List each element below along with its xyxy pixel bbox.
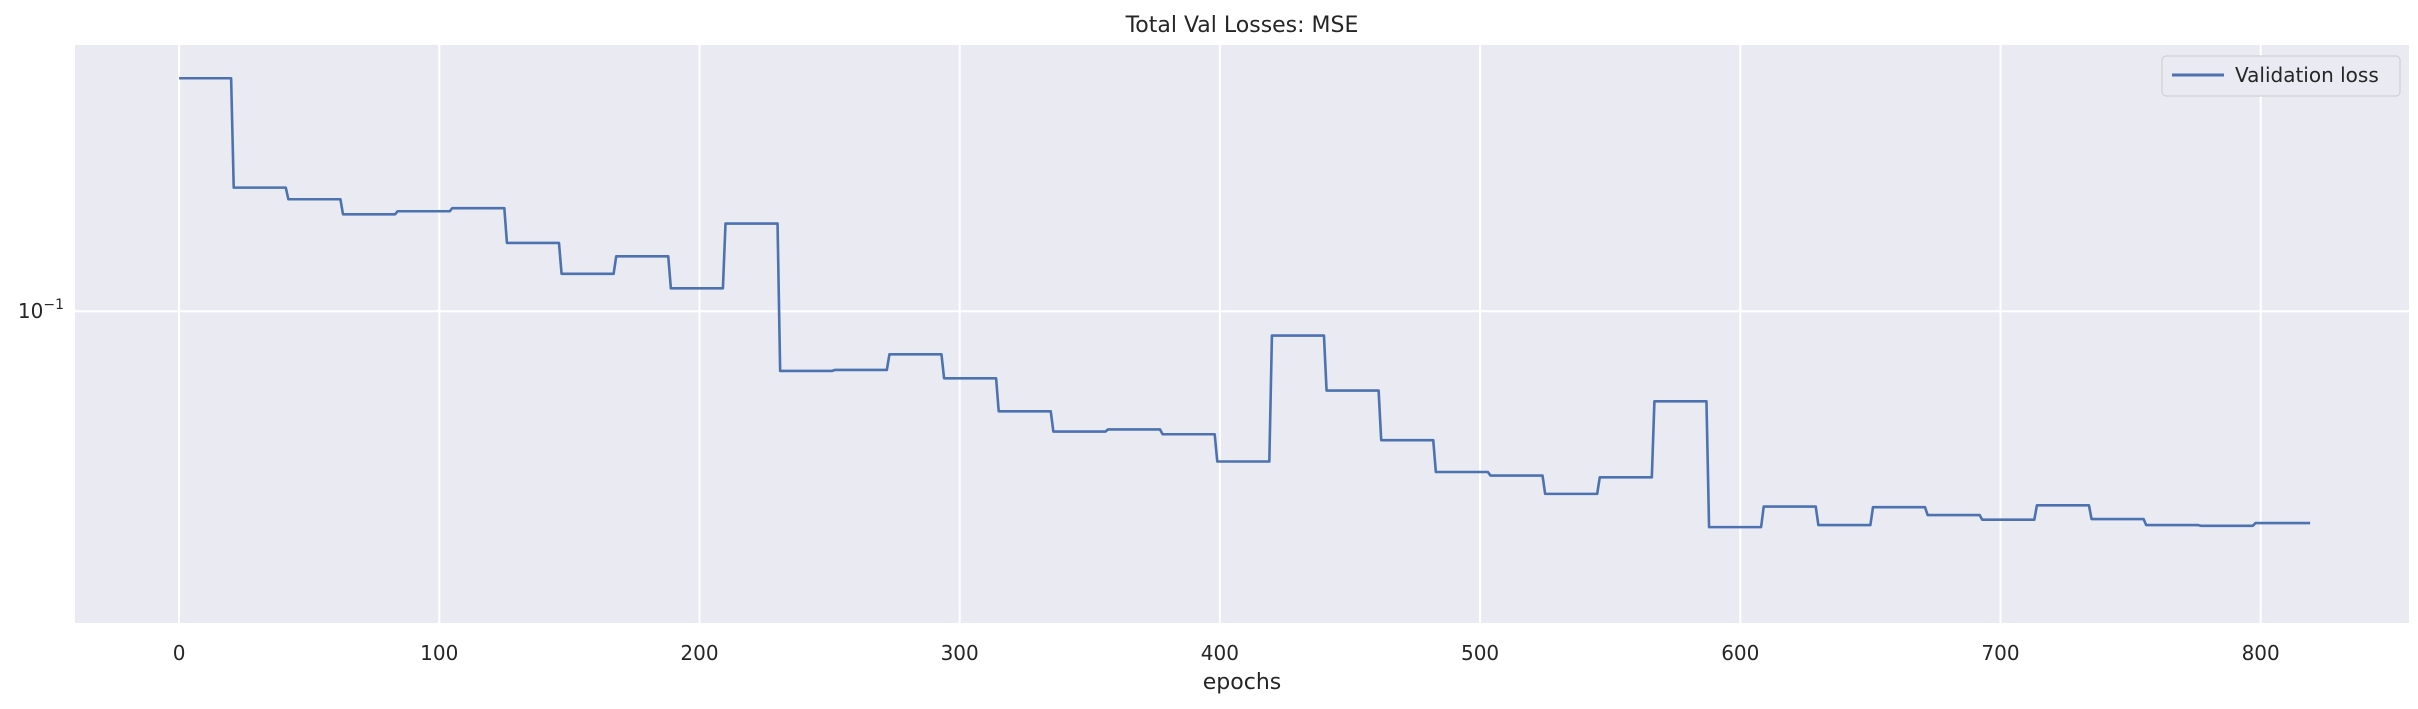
y-tick-label: 10−1 bbox=[18, 297, 64, 323]
tick-labels: 0 100 200 300 400 500 600 700 800 10−1 bbox=[18, 297, 2280, 665]
x-tick-label: 200 bbox=[680, 641, 718, 665]
x-tick-label: 400 bbox=[1201, 641, 1239, 665]
series-lines bbox=[179, 76, 2311, 529]
x-tick-label: 0 bbox=[173, 641, 186, 665]
chart-title: Total Val Losses: MSE bbox=[1125, 13, 1359, 38]
x-axis-label: epochs bbox=[1203, 670, 1281, 695]
series-line-validation-loss bbox=[179, 76, 2311, 529]
legend-label-validation-loss: Validation loss bbox=[2235, 63, 2379, 87]
legend-box bbox=[2161, 55, 2401, 97]
legend: Validation loss bbox=[2161, 55, 2401, 97]
x-tick-label: 800 bbox=[2242, 641, 2280, 665]
x-tick-label: 500 bbox=[1461, 641, 1499, 665]
x-tick-label: 700 bbox=[1981, 641, 2019, 665]
x-tick-label: 300 bbox=[941, 641, 979, 665]
grid-lines bbox=[75, 45, 2409, 623]
x-tick-label: 600 bbox=[1721, 641, 1759, 665]
x-tick-label: 100 bbox=[420, 641, 458, 665]
plot-area bbox=[75, 45, 2409, 623]
